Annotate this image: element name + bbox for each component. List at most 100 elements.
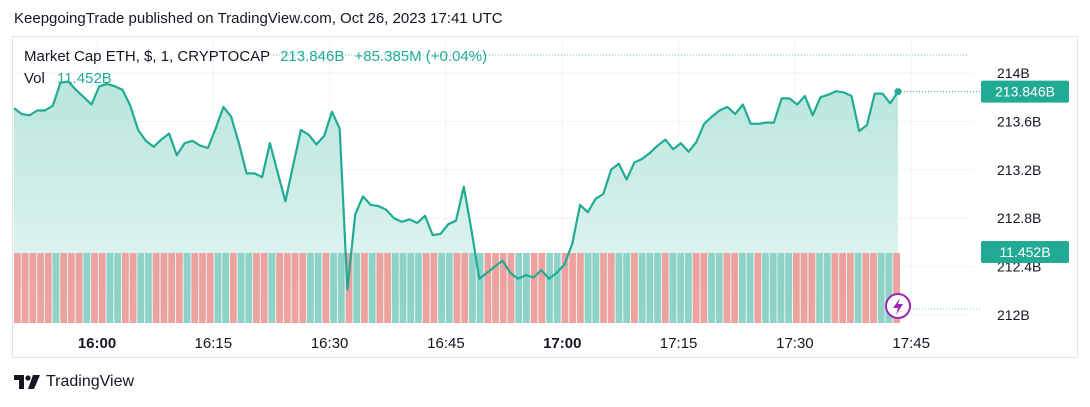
volume-bar bbox=[391, 253, 399, 323]
publication-header: KeepgoingTrade published on TradingView.… bbox=[14, 10, 503, 27]
volume-bar bbox=[530, 253, 538, 323]
footer-brand[interactable]: TradingView bbox=[14, 373, 134, 391]
legend-volume-label[interactable]: Vol bbox=[24, 70, 45, 87]
volume-bar bbox=[808, 253, 816, 323]
volume-bar bbox=[445, 253, 453, 323]
volume-bar bbox=[816, 253, 823, 323]
volume-bar bbox=[114, 253, 121, 323]
volume-bar bbox=[91, 253, 98, 323]
volume-bar bbox=[546, 253, 553, 323]
volume-bar bbox=[322, 253, 330, 323]
volume-bar bbox=[577, 253, 584, 323]
volume-bar bbox=[793, 253, 800, 323]
volume-bar bbox=[677, 253, 685, 323]
volume-bar bbox=[877, 253, 885, 323]
volume-bar bbox=[168, 253, 175, 323]
volume-bar bbox=[191, 253, 199, 323]
legend-symbol[interactable]: Market Cap ETH, $, 1, CRYPTOCAP bbox=[24, 48, 270, 65]
volume-bar bbox=[229, 253, 237, 323]
y-tick-label: 214B bbox=[997, 65, 1030, 81]
volume-bar bbox=[268, 253, 276, 323]
volume-bar bbox=[253, 253, 260, 323]
volume-bar bbox=[700, 253, 708, 323]
volume-bar bbox=[314, 253, 322, 323]
x-tick-label: 16:00 bbox=[78, 335, 116, 352]
volume-bar bbox=[739, 253, 746, 323]
legend-main-row: Market Cap ETH, $, 1, CRYPTOCAP 213.846B… bbox=[24, 46, 487, 68]
lightning-icon[interactable] bbox=[885, 293, 911, 319]
volume-bar bbox=[592, 253, 600, 323]
x-tick-label: 17:15 bbox=[660, 335, 698, 352]
chart-panel[interactable]: 214B 213.6B 213.2B 212.8B 212.4B 212B 16:00 16:… bbox=[12, 36, 1078, 358]
volume-bar bbox=[368, 253, 376, 323]
price-badge-label: 213.846B bbox=[995, 84, 1055, 100]
volume-bar bbox=[345, 253, 353, 323]
volume-bar bbox=[692, 253, 700, 323]
volume-bar bbox=[21, 253, 29, 323]
volume-bar bbox=[214, 253, 222, 323]
volume-bar bbox=[199, 253, 206, 323]
x-tick-label: 17:30 bbox=[776, 335, 814, 352]
volume-bar bbox=[183, 253, 191, 323]
volume-bar bbox=[762, 253, 769, 323]
volume-bar bbox=[260, 253, 268, 323]
volume-bar bbox=[492, 253, 499, 323]
volume-bar bbox=[769, 253, 777, 323]
volume-bar bbox=[600, 253, 607, 323]
volume-bar bbox=[137, 253, 145, 323]
volume-bar bbox=[885, 253, 893, 323]
volume-bar bbox=[121, 253, 129, 323]
volume-bar bbox=[422, 253, 430, 323]
volume-bar bbox=[561, 253, 569, 323]
legend-price: 213.846B bbox=[280, 48, 345, 65]
volume-bar bbox=[353, 253, 361, 323]
volume-bar bbox=[430, 253, 438, 323]
volume-bar bbox=[646, 253, 654, 323]
x-tick-label: 17:00 bbox=[543, 335, 581, 352]
volume-bar bbox=[499, 253, 507, 323]
volume-bar bbox=[615, 253, 623, 323]
volume-bar bbox=[839, 253, 847, 323]
volume-bar bbox=[461, 253, 469, 323]
volume-bar bbox=[731, 253, 739, 323]
volume-bar bbox=[67, 253, 75, 323]
volume-badge bbox=[981, 241, 1069, 263]
tradingview-logo-icon bbox=[14, 375, 40, 389]
volume-bar bbox=[98, 253, 106, 323]
volume-bar bbox=[361, 253, 368, 323]
volume-bar bbox=[847, 253, 854, 323]
volume-bar bbox=[291, 253, 299, 323]
volume-bar bbox=[654, 253, 661, 323]
legend-volume-row: Vol 11.452B bbox=[24, 68, 487, 90]
y-tick-label: 212.8B bbox=[997, 210, 1041, 226]
volume-bar bbox=[106, 253, 114, 323]
volume-bar bbox=[175, 253, 183, 323]
volume-bar bbox=[29, 253, 37, 323]
volume-bar bbox=[553, 253, 561, 323]
volume-bar bbox=[708, 253, 715, 323]
volume-bar bbox=[145, 253, 152, 323]
volume-bar bbox=[469, 253, 476, 323]
volume-bar bbox=[152, 253, 160, 323]
volume-bar bbox=[129, 253, 137, 323]
volume-bar bbox=[222, 253, 229, 323]
volume-bar bbox=[160, 253, 168, 323]
volume-bar bbox=[407, 253, 415, 323]
x-tick-label: 17:45 bbox=[892, 335, 930, 352]
volume-bar bbox=[330, 253, 337, 323]
volume-bar bbox=[52, 253, 60, 323]
volume-bar bbox=[661, 253, 669, 323]
volume-bar bbox=[638, 253, 646, 323]
volume-bar bbox=[337, 253, 345, 323]
price-line bbox=[13, 80, 899, 291]
volume-bar bbox=[777, 253, 785, 323]
volume-bar bbox=[37, 253, 44, 323]
volume-bar bbox=[44, 253, 52, 323]
volume-bar bbox=[584, 253, 592, 323]
volume-bar bbox=[237, 253, 245, 323]
y-tick-label: 213.2B bbox=[997, 162, 1041, 178]
volume-bar bbox=[538, 253, 546, 323]
volume-bar bbox=[75, 253, 83, 323]
volume-bar bbox=[623, 253, 631, 323]
